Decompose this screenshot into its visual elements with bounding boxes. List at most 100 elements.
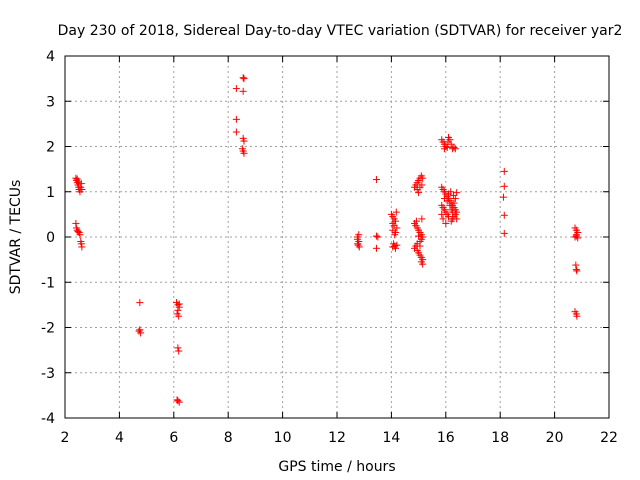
data-point [75, 178, 83, 186]
data-point [72, 219, 80, 227]
data-point [419, 260, 427, 268]
data-point [440, 195, 448, 203]
data-point [438, 201, 446, 209]
data-point [391, 231, 399, 239]
x-axis-label: GPS time / hours [278, 459, 395, 475]
data-point [572, 266, 580, 274]
data-point [232, 85, 240, 93]
y-tick-label: -1 [41, 275, 55, 291]
y-tick-label: 4 [46, 49, 55, 65]
data-point [572, 232, 580, 240]
data-point [499, 193, 507, 201]
data-point [354, 241, 362, 249]
data-point [137, 329, 145, 337]
y-tick-label: -4 [41, 411, 55, 427]
x-tick-label: 14 [382, 430, 400, 446]
data-point [574, 234, 582, 242]
data-point [412, 217, 420, 225]
data-point [418, 215, 426, 223]
data-point [450, 199, 458, 207]
data-point [393, 241, 401, 249]
data-point [573, 267, 581, 275]
data-point [240, 149, 248, 157]
data-point [135, 327, 143, 335]
data-point [136, 326, 144, 334]
x-tick-label: 16 [437, 430, 455, 446]
data-point [449, 191, 457, 199]
data-point [389, 226, 397, 234]
x-tick-label: 20 [546, 430, 564, 446]
data-point [78, 243, 86, 251]
data-point [372, 244, 380, 252]
data-point [239, 87, 247, 95]
data-point [500, 167, 508, 175]
data-point [415, 189, 423, 197]
x-tick-label: 2 [61, 430, 70, 446]
data-point [355, 231, 363, 239]
data-point [372, 232, 380, 240]
data-point [372, 176, 380, 184]
x-tick-label: 4 [115, 430, 124, 446]
data-point [413, 185, 421, 193]
data-point [240, 137, 248, 145]
data-point [174, 344, 182, 352]
y-tick-labels: -4 -3 -2 -1 0 1 2 3 4 [41, 49, 55, 427]
data-point [449, 208, 457, 216]
data-point [447, 188, 455, 196]
x-tick-label: 12 [328, 430, 346, 446]
data-point [174, 397, 182, 405]
data-point [416, 242, 424, 250]
data-point [389, 243, 397, 251]
y-tick-label: 2 [46, 140, 55, 156]
data-point [451, 145, 459, 153]
data-point [393, 224, 401, 232]
data-point [174, 306, 182, 314]
data-point [232, 128, 240, 136]
data-point [447, 217, 455, 225]
data-point [175, 312, 183, 320]
data-points [72, 74, 582, 406]
data-point [239, 74, 247, 82]
data-point [175, 300, 183, 308]
data-point [444, 138, 452, 146]
data-point [392, 208, 400, 216]
data-point [438, 210, 446, 218]
data-point [500, 211, 508, 219]
y-tick-label: -2 [41, 321, 55, 337]
y-tick-label: -3 [41, 366, 55, 382]
y-tick-label: 0 [46, 230, 55, 246]
data-point [418, 181, 426, 189]
grid [65, 56, 609, 418]
data-point [439, 215, 447, 223]
x-tick-labels: 2 4 6 8 10 12 14 16 18 20 22 [61, 430, 618, 446]
x-tick-label: 22 [600, 430, 618, 446]
data-point [173, 396, 181, 404]
data-point [450, 143, 458, 151]
x-tick-label: 18 [491, 430, 509, 446]
data-point [77, 238, 85, 246]
y-axis-label: SDTVAR / TECUs [8, 180, 24, 295]
data-point [74, 228, 82, 236]
data-point [238, 145, 246, 153]
data-point [355, 243, 363, 251]
data-point [500, 229, 508, 237]
data-point [240, 75, 248, 83]
data-point [419, 174, 427, 182]
data-point [442, 219, 450, 227]
y-tick-label: 3 [46, 94, 55, 110]
data-point [500, 182, 508, 190]
data-point [76, 231, 84, 239]
x-tick-label: 10 [274, 430, 292, 446]
data-point [175, 347, 183, 355]
data-point [453, 215, 461, 223]
data-point [232, 115, 240, 123]
data-point [136, 299, 144, 307]
data-point [573, 312, 581, 320]
data-point [354, 240, 362, 248]
data-point [572, 261, 580, 269]
y-tick-label: 1 [46, 185, 55, 201]
tick-marks [64, 55, 610, 419]
data-point [415, 232, 423, 240]
data-point [78, 185, 86, 193]
